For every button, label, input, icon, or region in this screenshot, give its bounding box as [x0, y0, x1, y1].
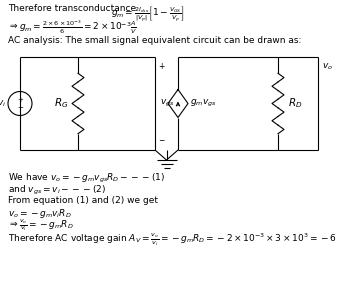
Text: $v_o$: $v_o$ [322, 61, 333, 72]
Text: Therefore transconductance: Therefore transconductance [8, 4, 139, 13]
Text: −: − [158, 136, 164, 145]
Text: −: − [17, 106, 23, 111]
Text: From equation (1) and (2) we get: From equation (1) and (2) we get [8, 196, 158, 205]
Text: +: + [17, 97, 23, 102]
Text: We have $v_o = -g_mv_{gs}R_D - - - (1)$: We have $v_o = -g_mv_{gs}R_D - - - (1)$ [8, 172, 165, 185]
Text: $v_{gs}$: $v_{gs}$ [160, 98, 175, 109]
Text: Therefore AC voltage gain $A_V = \frac{v_o}{v_i} = -g_mR_D = -2\times10^{-3}\tim: Therefore AC voltage gain $A_V = \frac{v… [8, 232, 337, 248]
Text: $g_m = \frac{2I_{dss}}{|V_P|}\left[1 - \frac{V_{GS}}{V_P}\right]$: $g_m = \frac{2I_{dss}}{|V_P|}\left[1 - \… [111, 4, 185, 24]
Text: $g_mv_{gs}$: $g_mv_{gs}$ [190, 98, 217, 109]
Text: $\Rightarrow \frac{v_o}{v_i} = -g_mR_D$: $\Rightarrow \frac{v_o}{v_i} = -g_mR_D$ [8, 217, 74, 233]
Text: $\Rightarrow g_m = \frac{2\times6\times10^{-3}}{6} = 2\times10^{-3}\frac{A}{V}$: $\Rightarrow g_m = \frac{2\times6\times1… [8, 18, 137, 36]
Text: AC analysis: The small signal equivalent circuit can be drawn as:: AC analysis: The small signal equivalent… [8, 36, 301, 45]
Text: +: + [158, 62, 164, 71]
Text: $R_G$: $R_G$ [54, 97, 68, 110]
Text: $v_o = -g_mv_iR_D$: $v_o = -g_mv_iR_D$ [8, 207, 72, 220]
Text: $v_i$: $v_i$ [0, 98, 6, 109]
Text: $R_D$: $R_D$ [288, 97, 302, 110]
Text: and $v_{gs} = v_i - - - (2)$: and $v_{gs} = v_i - - - (2)$ [8, 184, 106, 197]
